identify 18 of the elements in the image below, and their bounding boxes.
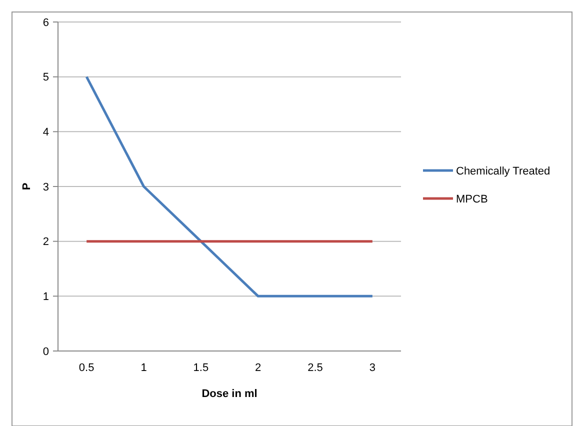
y-tick-label: 0 [42, 346, 49, 358]
x-tick-label: 3 [369, 362, 376, 374]
y-tick-label: 2 [42, 236, 49, 248]
y-tick-label: 6 [42, 16, 49, 29]
line-series [85, 76, 374, 298]
x-axis-title: Dose in ml [202, 388, 258, 400]
legend-label: Chemically Treated [456, 165, 550, 178]
x-tick-label: 0.5 [78, 362, 94, 374]
x-tick-label: 1.5 [193, 362, 209, 374]
legend-label: MPCB [456, 193, 488, 206]
y-tick-label: 3 [42, 181, 49, 194]
x-tick-label: 1 [140, 362, 147, 374]
y-tick-label: 4 [42, 126, 49, 139]
y-tick-label: 5 [42, 72, 49, 84]
y-tick-label: 1 [42, 291, 49, 304]
x-tick-label: 2 [255, 362, 262, 374]
x-tick-label: 2.5 [308, 362, 323, 374]
y-axis-title: P [21, 182, 33, 190]
